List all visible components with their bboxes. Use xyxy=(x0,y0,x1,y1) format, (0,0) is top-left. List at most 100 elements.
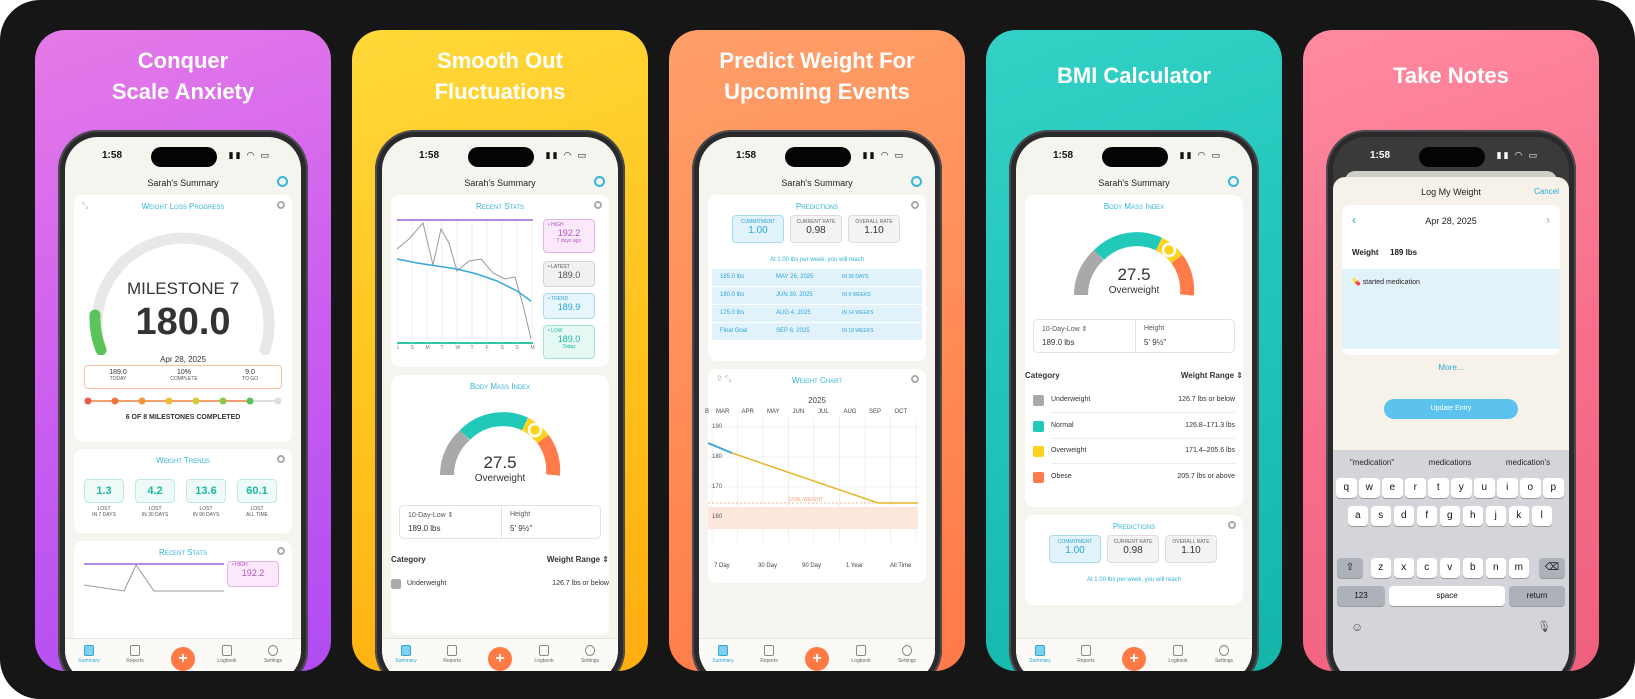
height-value[interactable]: 5' 9½" xyxy=(510,524,533,533)
card-gear-icon[interactable] xyxy=(277,201,285,209)
share-icon[interactable]: ⇪ ⤡ xyxy=(716,374,732,383)
key[interactable]: m xyxy=(1508,558,1529,578)
return-key[interactable]: return xyxy=(1509,586,1565,606)
tab-reports[interactable]: Reports xyxy=(1066,645,1106,664)
panel-bmi-calculator: BMI Calculator 1:58 ▮▮ ◠ ▭ Sarah's Summar… xyxy=(986,30,1282,671)
range-option[interactable]: 1 Year xyxy=(846,563,864,569)
suggestion[interactable]: "medication" xyxy=(1349,458,1395,467)
tab-summary[interactable]: Summary xyxy=(703,645,743,664)
key[interactable]: y xyxy=(1451,478,1472,498)
low-label[interactable]: 10-Day-Low ⇕ xyxy=(1042,326,1088,333)
emoji-icon[interactable]: ☺ xyxy=(1351,620,1364,634)
key[interactable]: u xyxy=(1474,478,1495,498)
card-gear-icon[interactable] xyxy=(911,201,919,209)
suggestion[interactable]: medications xyxy=(1428,458,1472,467)
card-gear-icon[interactable] xyxy=(911,375,919,383)
tab-logbook[interactable]: Logbook xyxy=(207,645,247,664)
weight-value[interactable]: 189 lbs xyxy=(1390,248,1418,257)
rate-value: 1.10 xyxy=(1181,545,1201,556)
key[interactable]: w xyxy=(1359,478,1380,498)
card-title: Recent Stats xyxy=(158,548,208,557)
update-entry-button[interactable]: Update Entry xyxy=(1384,399,1518,419)
settings-gear-icon[interactable] xyxy=(594,176,605,187)
key[interactable]: j xyxy=(1485,506,1506,526)
more-link[interactable]: More... xyxy=(1438,363,1464,372)
add-entry-button[interactable]: + xyxy=(1122,647,1146,671)
tab-settings[interactable]: Settings xyxy=(887,645,927,664)
key[interactable]: c xyxy=(1416,558,1437,578)
key[interactable]: q xyxy=(1336,478,1357,498)
trend-label: LOST xyxy=(250,506,264,512)
rate-box[interactable]: OVERALL RATE 1.10 xyxy=(848,215,900,243)
key[interactable]: o xyxy=(1520,478,1541,498)
notes-field[interactable]: 💊 started medication xyxy=(1342,269,1560,349)
rate-box[interactable]: CURRENT RATE 0.98 xyxy=(790,215,842,243)
next-day-icon[interactable]: › xyxy=(1546,213,1550,227)
key[interactable]: z xyxy=(1370,558,1391,578)
previous-day-icon[interactable]: ‹ xyxy=(1352,213,1356,227)
key[interactable]: h xyxy=(1462,506,1483,526)
key[interactable]: d xyxy=(1393,506,1414,526)
tab-logbook[interactable]: Logbook xyxy=(841,645,881,664)
key[interactable]: b xyxy=(1462,558,1483,578)
delete-key[interactable]: ⌫ xyxy=(1539,558,1565,578)
expand-icon[interactable]: ⤡ xyxy=(82,201,89,210)
tab-summary[interactable]: Summary xyxy=(386,645,426,664)
tab-logbook[interactable]: Logbook xyxy=(524,645,564,664)
settings-gear-icon[interactable] xyxy=(911,176,922,187)
card-gear-icon[interactable] xyxy=(1228,521,1236,529)
category-name: Underweight xyxy=(1051,396,1091,403)
key[interactable]: v xyxy=(1439,558,1460,578)
shift-key[interactable]: ⇧ xyxy=(1337,558,1363,578)
key[interactable]: l xyxy=(1531,506,1552,526)
tab-summary[interactable]: Summary xyxy=(69,645,109,664)
rate-box[interactable]: CURRENT RATE 0.98 xyxy=(1107,535,1159,563)
tab-reports[interactable]: Reports xyxy=(115,645,155,664)
tab-label: Settings xyxy=(897,658,917,664)
tab-reports[interactable]: Reports xyxy=(432,645,472,664)
key[interactable]: r xyxy=(1405,478,1426,498)
tab-settings[interactable]: Settings xyxy=(570,645,610,664)
key[interactable]: a xyxy=(1347,506,1368,526)
key[interactable]: k xyxy=(1508,506,1529,526)
range-option[interactable]: 7 Day xyxy=(714,563,730,569)
tab-summary[interactable]: Summary xyxy=(1020,645,1060,664)
height-value[interactable]: 5' 9½" xyxy=(1144,338,1167,347)
range-option[interactable]: 90 Day xyxy=(802,563,822,569)
key[interactable]: n xyxy=(1485,558,1506,578)
rate-box[interactable]: COMMITMENT 1.00 xyxy=(732,215,784,243)
card-gear-icon[interactable] xyxy=(277,455,285,463)
add-entry-button[interactable]: + xyxy=(488,647,512,671)
cancel-button[interactable]: Cancel xyxy=(1534,187,1559,196)
key[interactable]: p xyxy=(1543,478,1564,498)
settings-gear-icon[interactable] xyxy=(1228,176,1239,187)
key[interactable]: i xyxy=(1497,478,1518,498)
card-gear-icon[interactable] xyxy=(277,547,285,555)
range-option[interactable]: All Time xyxy=(890,563,912,569)
rate-box[interactable]: COMMITMENT 1.00 xyxy=(1049,535,1101,563)
settings-gear-icon[interactable] xyxy=(277,176,288,187)
add-entry-button[interactable]: + xyxy=(171,647,195,671)
key[interactable]: s xyxy=(1370,506,1391,526)
numbers-key[interactable]: 123 xyxy=(1337,586,1385,606)
tab-reports[interactable]: Reports xyxy=(749,645,789,664)
key[interactable]: e xyxy=(1382,478,1403,498)
tab-logbook[interactable]: Logbook xyxy=(1158,645,1198,664)
key[interactable]: x xyxy=(1393,558,1414,578)
key[interactable]: g xyxy=(1439,506,1460,526)
key[interactable]: t xyxy=(1428,478,1449,498)
phone-screen: 1:58 ▮▮ ◠ ▭ Sarah's Summary Recent Stats … xyxy=(382,137,618,671)
range-header[interactable]: Weight Range ⇕ xyxy=(546,555,609,564)
microphone-icon[interactable]: 🎙 xyxy=(1537,621,1551,633)
key[interactable]: f xyxy=(1416,506,1437,526)
add-entry-button[interactable]: + xyxy=(805,647,829,671)
card-gear-icon[interactable] xyxy=(594,201,602,209)
space-key[interactable]: space xyxy=(1389,586,1505,606)
tab-settings[interactable]: Settings xyxy=(253,645,293,664)
tab-settings[interactable]: Settings xyxy=(1204,645,1244,664)
rate-box[interactable]: OVERALL RATE 1.10 xyxy=(1165,535,1217,563)
suggestion[interactable]: medication's xyxy=(1505,458,1551,467)
low-label[interactable]: 10-Day-Low ⇕ xyxy=(408,512,454,519)
range-option[interactable]: 30 Day xyxy=(758,563,778,569)
range-header[interactable]: Weight Range ⇕ xyxy=(1180,371,1243,380)
